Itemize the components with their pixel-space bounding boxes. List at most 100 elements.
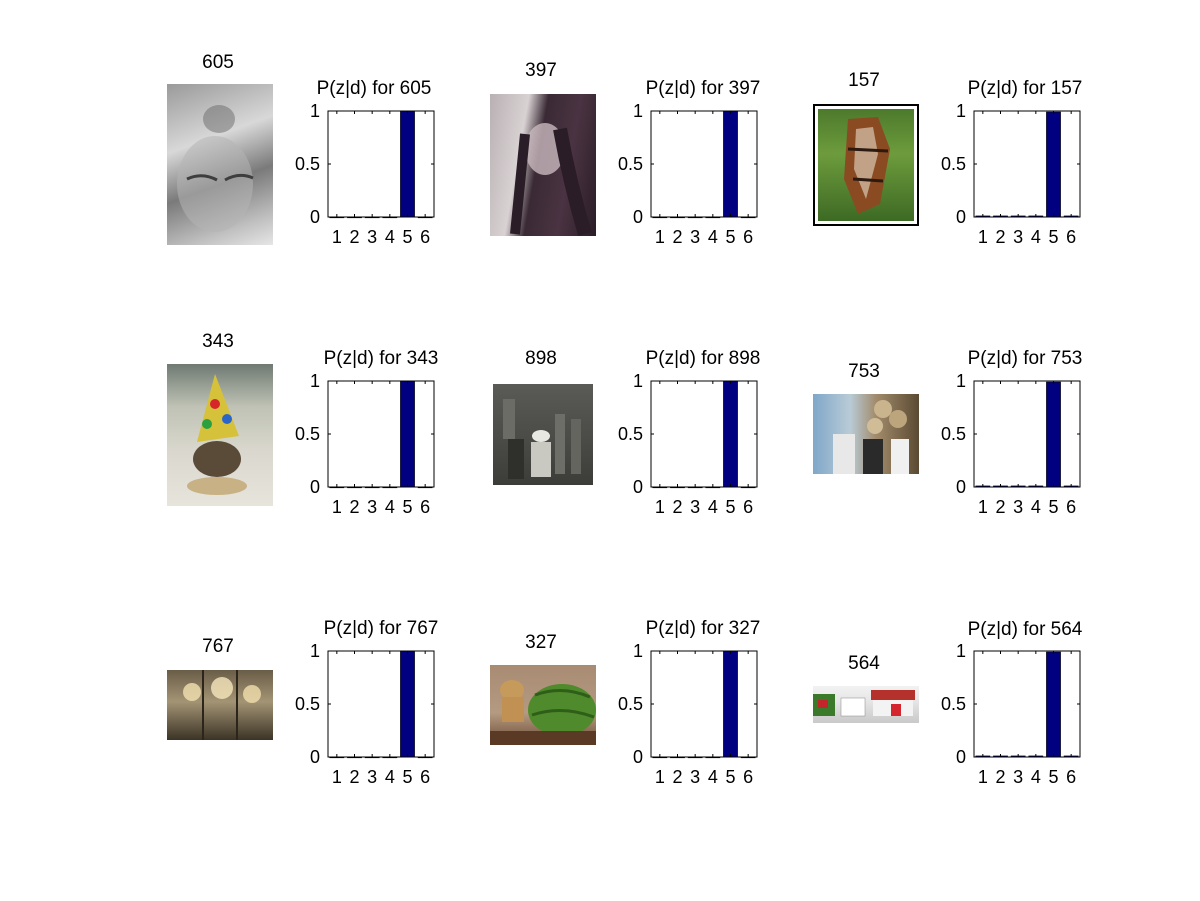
x-tick-label-4: 4 [708, 227, 718, 247]
bar-chart-title-397: P(z|d) for 397 [645, 78, 761, 99]
bronze-relief-statue-photo [493, 384, 593, 485]
x-tick-label-4: 4 [385, 227, 395, 247]
image-title-898: 898 [525, 348, 557, 369]
x-tick-label-4: 4 [708, 767, 718, 787]
y-tick-label-1: 1 [956, 641, 966, 661]
x-tick-label-3: 3 [690, 227, 700, 247]
x-tick-label-1: 1 [655, 497, 665, 517]
bar-chart-898: 1 2 3 4 5 600.51 [618, 371, 758, 517]
x-tick-label-3: 3 [367, 767, 377, 787]
y-tick-label-0: 0 [633, 747, 643, 767]
x-tick-label-3: 3 [690, 767, 700, 787]
x-tick-label-5: 5 [1048, 767, 1058, 787]
y-tick-label-1: 1 [310, 641, 320, 661]
horse-head-with-bridle-photo [813, 104, 919, 226]
x-tick-label-5: 5 [402, 767, 412, 787]
x-tick-label-3: 3 [690, 497, 700, 517]
y-tick-label-0: 0 [956, 207, 966, 227]
bar-chart-564: 1 2 3 4 5 600.51 [941, 641, 1081, 787]
bar-chart-title-753: P(z|d) for 753 [967, 348, 1083, 369]
bar-chart-767: 1 2 3 4 5 600.51 [295, 641, 435, 787]
x-tick-label-5: 5 [725, 497, 735, 517]
image-title-767: 767 [202, 636, 234, 657]
bar-5 [400, 650, 415, 758]
bar-5 [723, 650, 738, 758]
y-tick-label-1: 1 [310, 101, 320, 121]
bar-5 [1046, 111, 1061, 218]
x-tick-label-1: 1 [332, 497, 342, 517]
bar-chart-753: 1 2 3 4 5 600.51 [941, 371, 1081, 517]
bar-chart-title-564: P(z|d) for 564 [967, 619, 1083, 640]
y-tick-label-0.5: 0.5 [295, 154, 320, 174]
axes-box [327, 380, 435, 488]
x-tick-label-6: 6 [743, 497, 753, 517]
x-tick-label-2: 2 [672, 227, 682, 247]
x-tick-label-3: 3 [1013, 497, 1023, 517]
y-tick-label-1: 1 [633, 641, 643, 661]
image-title-605: 605 [202, 52, 234, 73]
bar-5 [400, 110, 415, 218]
y-tick-label-0.5: 0.5 [618, 694, 643, 714]
y-tick-label-0.5: 0.5 [941, 154, 966, 174]
x-tick-label-6: 6 [743, 767, 753, 787]
axes-box [327, 650, 435, 758]
x-tick-label-3: 3 [1013, 227, 1023, 247]
bar-chart-397: 1 2 3 4 5 600.51 [618, 101, 758, 247]
bar-5 [723, 380, 738, 488]
x-tick-label-2: 2 [349, 767, 359, 787]
x-tick-label-4: 4 [708, 497, 718, 517]
axes-box [973, 110, 1081, 218]
axes-box [327, 110, 435, 218]
x-tick-label-6: 6 [1066, 767, 1076, 787]
x-tick-label-2: 2 [349, 227, 359, 247]
image-title-753: 753 [848, 361, 880, 382]
y-tick-label-1: 1 [956, 371, 966, 391]
bar-chart-title-157: P(z|d) for 157 [967, 78, 1083, 99]
y-tick-label-0: 0 [310, 747, 320, 767]
x-tick-label-5: 5 [402, 227, 412, 247]
musicians-group-photo [813, 394, 919, 474]
x-tick-label-2: 2 [349, 497, 359, 517]
x-tick-label-6: 6 [743, 227, 753, 247]
x-tick-label-2: 2 [672, 767, 682, 787]
bar-chart-343: 1 2 3 4 5 600.51 [295, 371, 435, 517]
bar-chart-title-767: P(z|d) for 767 [323, 618, 439, 639]
image-title-327: 327 [525, 632, 557, 653]
bar-5 [723, 110, 738, 218]
x-tick-label-6: 6 [1066, 497, 1076, 517]
y-tick-label-0.5: 0.5 [941, 694, 966, 714]
x-tick-label-1: 1 [655, 227, 665, 247]
x-tick-label-2: 2 [995, 497, 1005, 517]
dog-in-party-hat-photo [167, 364, 273, 506]
x-tick-label-5: 5 [402, 497, 412, 517]
y-tick-label-0.5: 0.5 [295, 424, 320, 444]
y-tick-label-0.5: 0.5 [618, 154, 643, 174]
bar-5 [400, 380, 415, 488]
image-title-397: 397 [525, 60, 557, 81]
x-tick-label-6: 6 [420, 767, 430, 787]
x-tick-label-4: 4 [385, 497, 395, 517]
x-tick-label-5: 5 [1048, 497, 1058, 517]
x-tick-label-6: 6 [420, 227, 430, 247]
grayscale-buddha-face-photo [167, 84, 273, 245]
street-houses-panorama-photo [813, 686, 919, 723]
bar-chart-327: 1 2 3 4 5 600.51 [618, 641, 758, 787]
x-tick-label-4: 4 [1031, 767, 1041, 787]
bar-chart-title-327: P(z|d) for 327 [645, 618, 761, 639]
x-tick-label-5: 5 [725, 227, 735, 247]
y-tick-label-0.5: 0.5 [295, 694, 320, 714]
x-tick-label-3: 3 [367, 227, 377, 247]
x-tick-label-1: 1 [332, 767, 342, 787]
x-tick-label-4: 4 [385, 767, 395, 787]
x-tick-label-5: 5 [725, 767, 735, 787]
y-tick-label-0: 0 [310, 477, 320, 497]
y-tick-label-0: 0 [633, 207, 643, 227]
x-tick-label-3: 3 [367, 497, 377, 517]
axes-box [650, 650, 758, 758]
bar-chart-title-605: P(z|d) for 605 [316, 78, 432, 99]
bar-chart-title-898: P(z|d) for 898 [645, 348, 761, 369]
x-tick-label-5: 5 [1048, 227, 1058, 247]
y-tick-label-1: 1 [633, 371, 643, 391]
purple-toned-woman-portrait-photo [490, 94, 596, 236]
x-tick-label-1: 1 [332, 227, 342, 247]
